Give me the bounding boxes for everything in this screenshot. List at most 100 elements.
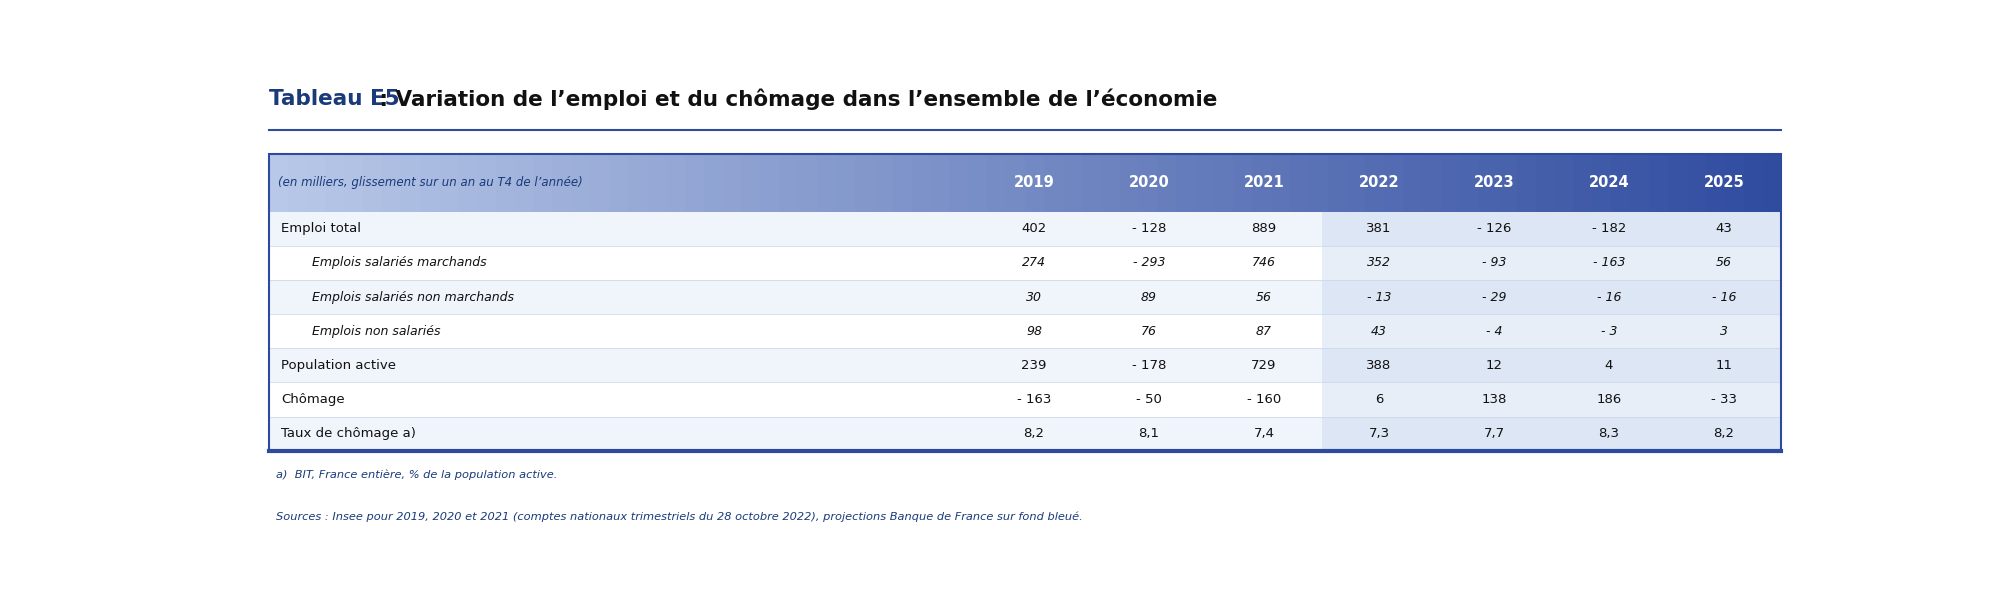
Text: Chômage: Chômage	[280, 393, 344, 406]
Bar	[1024, 154, 1044, 212]
Bar	[1100, 154, 1120, 212]
Bar	[268, 280, 1322, 314]
Bar	[438, 154, 458, 212]
Bar	[268, 246, 1322, 280]
Text: - 93: - 93	[1482, 256, 1506, 270]
Text: 7,7: 7,7	[1484, 427, 1504, 440]
Bar	[534, 154, 552, 212]
Bar	[514, 154, 534, 212]
Bar	[268, 314, 1322, 349]
Text: - 178: - 178	[1132, 359, 1166, 372]
Text: 7,4: 7,4	[1254, 427, 1274, 440]
Bar	[1308, 154, 1328, 212]
Text: Sources : Insee pour 2019, 2020 et 2021 (comptes nationaux trimestriels du 28 oc: Sources : Insee pour 2019, 2020 et 2021 …	[276, 511, 1084, 522]
Text: - 163: - 163	[1592, 256, 1626, 270]
Bar	[1744, 154, 1762, 212]
Text: 56: 56	[1256, 291, 1272, 303]
Bar	[930, 154, 950, 212]
Text: - 293: - 293	[1132, 256, 1166, 270]
Bar	[1366, 154, 1384, 212]
Text: 746: 746	[1252, 256, 1276, 270]
Bar	[1574, 154, 1592, 212]
Bar	[1592, 154, 1612, 212]
Text: 729: 729	[1252, 359, 1276, 372]
Bar	[476, 154, 496, 212]
Text: - 160: - 160	[1246, 393, 1282, 406]
Bar	[496, 154, 514, 212]
Bar	[1176, 154, 1196, 212]
Bar	[326, 154, 344, 212]
Bar	[1158, 154, 1176, 212]
Bar	[552, 154, 572, 212]
Bar	[1516, 154, 1536, 212]
Text: 388: 388	[1366, 359, 1392, 372]
Bar	[1322, 314, 1782, 349]
Bar	[268, 417, 1322, 451]
Text: 138: 138	[1482, 393, 1506, 406]
Text: 274: 274	[1022, 256, 1046, 270]
Text: Emploi total: Emploi total	[280, 223, 360, 235]
Bar	[1686, 154, 1706, 212]
Text: - 29: - 29	[1482, 291, 1506, 303]
Text: 87: 87	[1256, 324, 1272, 338]
Text: 56: 56	[1716, 256, 1732, 270]
Bar	[628, 154, 646, 212]
Text: Emplois non salariés: Emplois non salariés	[312, 324, 440, 338]
Bar	[1138, 154, 1158, 212]
Bar	[268, 212, 1322, 246]
Bar	[1478, 154, 1498, 212]
Bar	[798, 154, 816, 212]
Text: 2019: 2019	[1014, 175, 1054, 190]
Text: - 16: - 16	[1596, 291, 1622, 303]
Text: 76: 76	[1142, 324, 1158, 338]
Text: 7,3: 7,3	[1368, 427, 1390, 440]
Bar	[684, 154, 704, 212]
Bar	[704, 154, 722, 212]
Bar	[1650, 154, 1668, 212]
Bar	[1006, 154, 1024, 212]
Bar	[590, 154, 608, 212]
Text: 98: 98	[1026, 324, 1042, 338]
Bar	[1290, 154, 1308, 212]
Bar	[572, 154, 590, 212]
Text: 4: 4	[1604, 359, 1614, 372]
Bar	[1120, 154, 1138, 212]
Bar	[458, 154, 476, 212]
Bar	[364, 154, 382, 212]
Text: - 50: - 50	[1136, 393, 1162, 406]
Bar	[1322, 382, 1782, 417]
Text: - 33: - 33	[1710, 393, 1736, 406]
Bar	[1442, 154, 1460, 212]
Bar	[1322, 349, 1782, 382]
Text: - 128: - 128	[1132, 223, 1166, 235]
Text: (en milliers, glissement sur un an au T4 de l’année): (en milliers, glissement sur un an au T4…	[278, 176, 582, 189]
Text: 186: 186	[1596, 393, 1622, 406]
Text: - 13: - 13	[1366, 291, 1392, 303]
Bar	[912, 154, 930, 212]
Bar	[988, 154, 1006, 212]
Bar	[1252, 154, 1270, 212]
Bar	[1498, 154, 1516, 212]
Bar	[1384, 154, 1404, 212]
Bar	[1322, 246, 1782, 280]
Bar	[382, 154, 400, 212]
Text: 43: 43	[1716, 223, 1732, 235]
Bar	[950, 154, 968, 212]
Bar	[892, 154, 912, 212]
Text: 2023: 2023	[1474, 175, 1514, 190]
Text: 8,1: 8,1	[1138, 427, 1160, 440]
Bar	[1422, 154, 1442, 212]
Text: 30: 30	[1026, 291, 1042, 303]
Text: 2021: 2021	[1244, 175, 1284, 190]
Text: Taux de chômage a): Taux de chômage a)	[280, 427, 416, 440]
Bar	[400, 154, 420, 212]
Bar	[268, 382, 1322, 417]
Bar	[1536, 154, 1554, 212]
Text: 11: 11	[1716, 359, 1732, 372]
Bar	[344, 154, 364, 212]
Bar	[420, 154, 438, 212]
Bar	[1196, 154, 1214, 212]
Bar	[666, 154, 684, 212]
Text: Tableau E5: Tableau E5	[268, 89, 400, 109]
Bar	[854, 154, 874, 212]
